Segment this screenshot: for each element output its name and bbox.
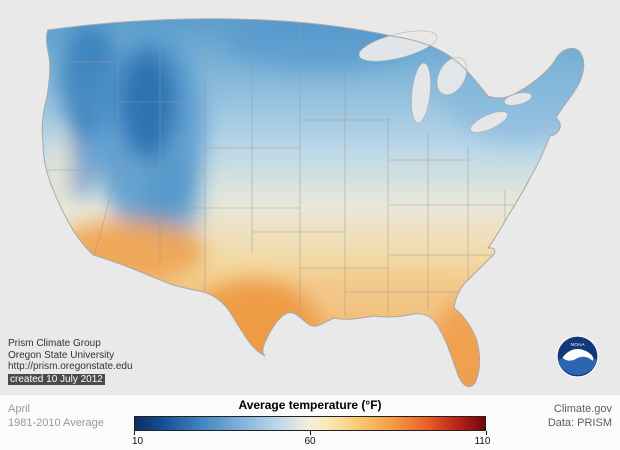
great-lakes [358, 30, 532, 133]
map-period: April 1981-2010 Average [8, 402, 104, 430]
us-temperature-map [41, 18, 585, 387]
map-attribution: Prism Climate Group Oregon State Univers… [8, 338, 133, 385]
data-source: Climate.gov Data: PRISM [548, 402, 612, 430]
state-border-lines [44, 18, 540, 318]
legend-title: Average temperature (°F) [238, 398, 382, 412]
attribution-created-date: created 10 July 2012 [8, 373, 105, 385]
legend-ticks: 10 60 110 [131, 431, 490, 449]
tick-mark-max [486, 431, 487, 435]
tick-label-mid: 60 [304, 436, 316, 447]
tick-label-min: 10 [131, 436, 144, 447]
attribution-url[interactable]: http://prism.oregonstate.edu [8, 361, 133, 372]
period-range: 1981-2010 Average [8, 417, 104, 429]
source-site[interactable]: Climate.gov [553, 403, 612, 415]
tick-mark-min [134, 431, 135, 435]
temperature-colorbar [134, 416, 486, 431]
tick-label-max: 110 [474, 436, 491, 447]
map-area: Prism Climate Group Oregon State Univers… [8, 18, 599, 387]
tick-mark-mid [310, 431, 311, 435]
us-coastline [41, 18, 585, 387]
footer-bar: April 1981-2010 Average Average temperat… [0, 395, 620, 450]
temperature-legend: Average temperature (°F) 10 60 110 [131, 398, 490, 449]
attribution-university: Oregon State University [8, 349, 115, 361]
noaa-logo-text: NOAA [571, 342, 586, 348]
source-provider: Data: PRISM [547, 417, 612, 429]
noaa-logo: NOAA [556, 335, 599, 378]
attribution-group: Prism Climate Group [8, 338, 101, 349]
period-month: April [8, 403, 31, 415]
noaa-logo-icon: NOAA [556, 335, 599, 378]
